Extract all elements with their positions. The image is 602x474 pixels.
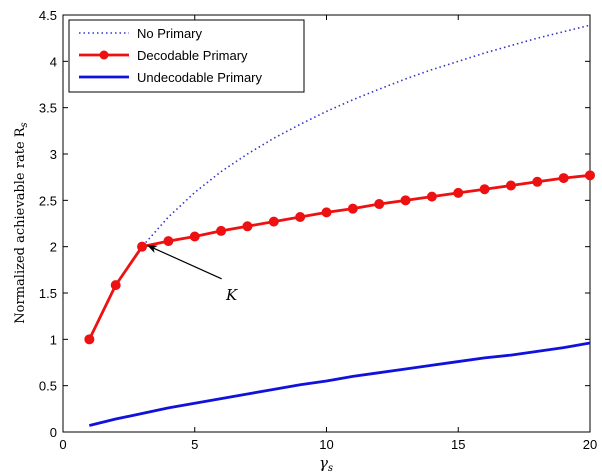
x-axis-label-sub: s — [328, 463, 333, 474]
data-point-decodable-primary — [163, 236, 174, 247]
x-tick-label: 20 — [583, 437, 597, 452]
data-point-decodable-primary — [374, 199, 385, 210]
data-point-decodable-primary — [216, 225, 227, 236]
series-line-no-primary — [88, 24, 591, 340]
annotation-layer: K — [147, 245, 238, 304]
data-point-decodable-primary — [347, 203, 358, 214]
data-point-decodable-primary — [532, 176, 543, 187]
y-axis-label-sub: s — [19, 122, 30, 127]
annotation-label: K — [225, 286, 238, 304]
y-tick-label: 2 — [50, 240, 57, 255]
y-axis-label: Normalized achievable rate Rs — [13, 122, 30, 323]
data-point-decodable-primary — [426, 191, 437, 202]
legend-label-undecodable-primary: Undecodable Primary — [137, 70, 263, 85]
data-point-decodable-primary — [400, 195, 411, 206]
x-tick-label: 0 — [59, 437, 66, 452]
legend-marker-decodable-primary — [99, 50, 109, 60]
data-point-decodable-primary — [585, 170, 595, 181]
y-tick-label: 4.5 — [39, 8, 57, 23]
data-point-decodable-primary — [479, 184, 490, 195]
y-tick-label: 2.5 — [39, 193, 57, 208]
legend-label-decodable-primary: Decodable Primary — [137, 48, 248, 63]
x-axis-label: γs — [319, 454, 333, 474]
data-point-decodable-primary — [110, 280, 121, 291]
data-point-decodable-primary — [453, 187, 464, 198]
legend: No Primary Decodable Primary Undecodable P… — [68, 19, 305, 93]
y-tick-label: 3.5 — [39, 101, 57, 116]
y-tick-label: 0.5 — [39, 379, 57, 394]
series-layer — [84, 24, 595, 427]
y-axis-label-main: Normalized achievable rate R — [13, 126, 28, 323]
data-point-decodable-primary — [505, 180, 516, 191]
annotation-arrow — [147, 245, 222, 280]
y-axis-ticks: 0 0.5 1 1.5 2 2.5 3 3.5 4 4.5 — [39, 8, 590, 440]
x-axis-label-main: γ — [319, 454, 328, 472]
legend-entries: No Primary Decodable Primary Undecodable P… — [79, 26, 263, 85]
data-point-decodable-primary — [84, 334, 95, 345]
x-axis-ticks: 0 5 10 15 20 — [59, 15, 597, 452]
data-point-decodable-primary — [242, 221, 253, 232]
x-tick-label: 10 — [319, 437, 333, 452]
y-tick-label: 0 — [50, 425, 57, 440]
data-point-decodable-primary — [295, 212, 306, 223]
data-point-decodable-primary — [137, 241, 148, 252]
x-tick-label: 5 — [191, 437, 198, 452]
y-tick-label: 4 — [50, 54, 57, 69]
y-tick-label: 1 — [50, 332, 57, 347]
data-point-decodable-primary — [321, 207, 332, 218]
series-line-undecodable-primary — [89, 341, 591, 427]
data-point-decodable-primary — [189, 231, 200, 242]
legend-label-no-primary: No Primary — [137, 26, 203, 41]
y-tick-label: 3 — [50, 147, 57, 162]
y-tick-label: 1.5 — [39, 286, 57, 301]
data-point-decodable-primary — [268, 216, 279, 227]
data-point-decodable-primary — [558, 173, 569, 184]
x-tick-label: 15 — [451, 437, 465, 452]
